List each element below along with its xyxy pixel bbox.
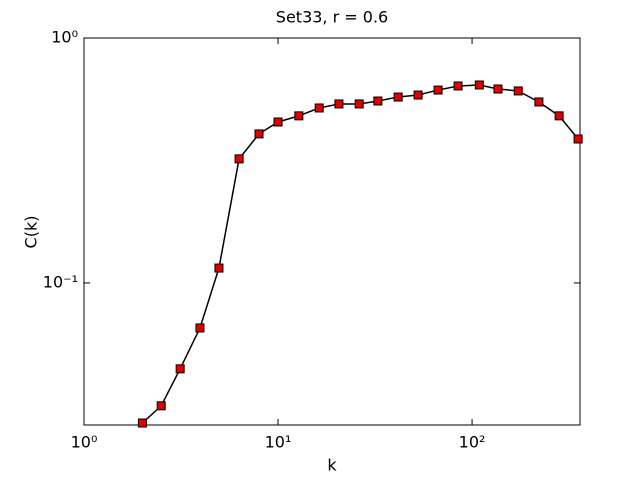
x-tick-label: 10¹ (265, 433, 292, 452)
marker (573, 134, 583, 144)
marker (214, 263, 224, 273)
marker (137, 418, 147, 428)
x-axis-label: k (327, 456, 337, 475)
x-tick-label: 10⁰ (71, 433, 98, 452)
marker (534, 97, 544, 107)
marker (453, 81, 463, 91)
marker (314, 103, 324, 113)
plot-frame (83, 37, 581, 426)
y-tick-label: 10⁰ (51, 28, 78, 47)
x-tick-label: 10² (459, 433, 486, 452)
y-axis-label: C(k) (22, 216, 41, 249)
marker (175, 364, 185, 374)
marker (294, 111, 304, 121)
marker (413, 90, 423, 100)
marker (273, 117, 283, 127)
marker (334, 99, 344, 109)
marker (474, 80, 484, 90)
marker (393, 92, 403, 102)
marker (354, 99, 364, 109)
y-tick-label: 10⁻¹ (43, 272, 78, 291)
marker (513, 86, 523, 96)
marker (433, 85, 443, 95)
marker (234, 154, 244, 164)
marker (493, 84, 503, 94)
marker (195, 323, 205, 333)
chart-title: Set33, r = 0.6 (276, 8, 388, 27)
marker (373, 96, 383, 106)
marker (156, 401, 166, 411)
marker (554, 111, 564, 121)
marker (254, 129, 264, 139)
